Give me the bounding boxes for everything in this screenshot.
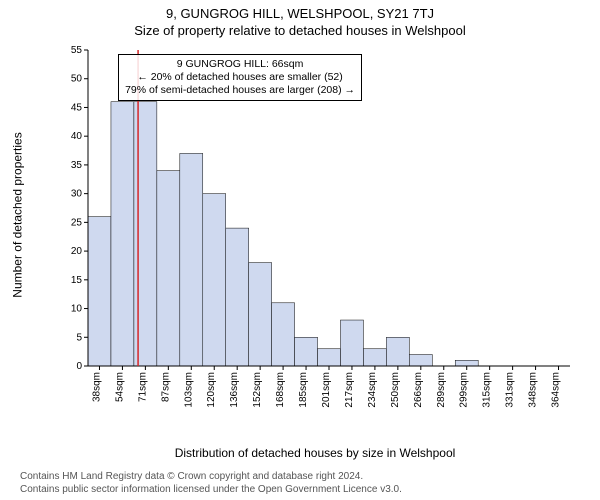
histogram-bar bbox=[318, 349, 341, 366]
histogram-bar bbox=[226, 228, 249, 366]
footer-line-1: Contains HM Land Registry data © Crown c… bbox=[20, 471, 402, 484]
y-axis-label-text: Number of detached properties bbox=[11, 132, 25, 297]
x-axis-label: Distribution of detached houses by size … bbox=[60, 446, 570, 460]
histogram-bar bbox=[111, 102, 134, 366]
histogram-bar bbox=[88, 217, 111, 366]
property-callout-box: 9 GUNGROG HILL: 66sqm ← 20% of detached … bbox=[118, 54, 362, 101]
x-tick-label: 266sqm bbox=[413, 372, 424, 408]
footer-attribution: Contains HM Land Registry data © Crown c… bbox=[20, 471, 402, 496]
x-tick-label: 234sqm bbox=[367, 372, 378, 408]
svg-text:50: 50 bbox=[71, 74, 83, 85]
svg-text:25: 25 bbox=[71, 217, 83, 228]
y-axis-label: Number of detached properties bbox=[8, 0, 28, 430]
svg-text:55: 55 bbox=[71, 46, 83, 56]
svg-text:15: 15 bbox=[71, 275, 83, 286]
callout-line-3: 79% of semi-detached houses are larger (… bbox=[125, 84, 355, 97]
svg-text:10: 10 bbox=[71, 304, 83, 315]
x-tick-label: 250sqm bbox=[390, 372, 401, 408]
svg-text:5: 5 bbox=[76, 332, 82, 343]
histogram-bar bbox=[295, 337, 318, 366]
page-title-sub: Size of property relative to detached ho… bbox=[0, 21, 600, 38]
footer-line-2: Contains public sector information licen… bbox=[20, 484, 402, 497]
histogram-plot: 0 5 10 15 20 25 30 35 40 45 50 55 38sqm 54sqm 71sqm 87s… bbox=[60, 46, 570, 426]
x-tick-label: 103sqm bbox=[183, 372, 194, 408]
histogram-bar bbox=[340, 320, 363, 366]
histogram-bar bbox=[249, 263, 272, 366]
x-tick-label: 120sqm bbox=[206, 372, 217, 408]
x-tick-label: 38sqm bbox=[91, 372, 102, 402]
x-tick-label: 185sqm bbox=[298, 372, 309, 408]
x-tick-label: 348sqm bbox=[528, 372, 539, 408]
histogram-bar bbox=[272, 303, 295, 366]
callout-line-2: ← 20% of detached houses are smaller (52… bbox=[125, 71, 355, 84]
histogram-bar bbox=[363, 349, 386, 366]
x-tick-label: 331sqm bbox=[505, 372, 516, 408]
x-tick-label: 87sqm bbox=[160, 372, 171, 402]
x-tick-label: 201sqm bbox=[321, 372, 332, 408]
histogram-bar bbox=[386, 337, 409, 366]
svg-text:35: 35 bbox=[71, 160, 83, 171]
histogram-bar bbox=[157, 171, 180, 366]
x-tick-label: 152sqm bbox=[252, 372, 263, 408]
histogram-bar bbox=[180, 153, 203, 366]
x-tick-label: 289sqm bbox=[436, 372, 447, 408]
page-title-address: 9, GUNGROG HILL, WELSHPOOL, SY21 7TJ bbox=[0, 0, 600, 21]
histogram-bar bbox=[455, 360, 478, 366]
svg-text:0: 0 bbox=[76, 361, 82, 372]
svg-text:30: 30 bbox=[71, 189, 83, 200]
svg-text:20: 20 bbox=[71, 246, 83, 257]
x-tick-label: 54sqm bbox=[114, 372, 125, 402]
x-tick-label: 364sqm bbox=[551, 372, 562, 408]
x-tick-label: 136sqm bbox=[229, 372, 240, 408]
chart-area: 0 5 10 15 20 25 30 35 40 45 50 55 38sqm 54sqm 71sqm 87s… bbox=[60, 46, 570, 426]
histogram-bar bbox=[409, 355, 432, 366]
x-tick-label: 217sqm bbox=[344, 372, 355, 408]
svg-text:45: 45 bbox=[71, 102, 83, 113]
histogram-bar bbox=[203, 194, 226, 366]
callout-line-1: 9 GUNGROG HILL: 66sqm bbox=[125, 58, 355, 71]
x-tick-label: 168sqm bbox=[275, 372, 286, 408]
x-tick-label: 299sqm bbox=[459, 372, 470, 408]
x-tick-label: 315sqm bbox=[482, 372, 493, 408]
svg-text:40: 40 bbox=[71, 131, 83, 142]
x-tick-label: 71sqm bbox=[137, 372, 148, 402]
